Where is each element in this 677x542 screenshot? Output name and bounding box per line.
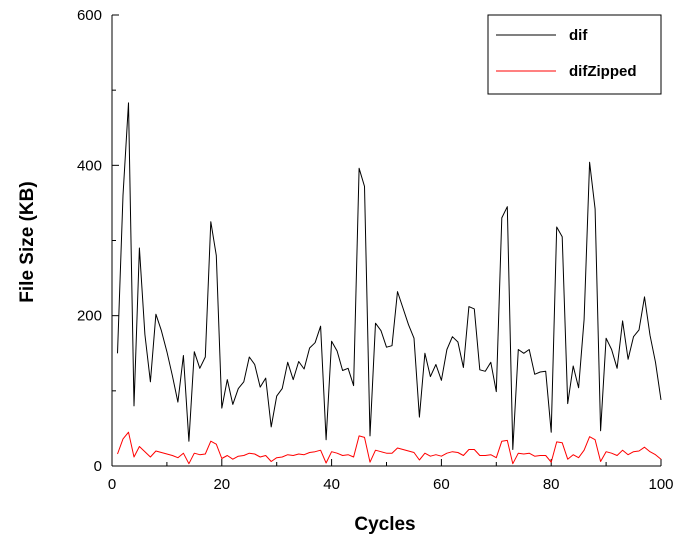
x-tick-label: 60 (433, 476, 450, 493)
x-tick-label: 100 (648, 476, 673, 493)
y-axis-title: File Size (KB) (17, 181, 38, 302)
y-tick-label: 200 (77, 308, 102, 325)
y-tick-label: 0 (94, 458, 102, 475)
plot-area: 0 20 40 60 80 100 0 200 400 600 (77, 7, 674, 493)
y-tick-label: 600 (77, 7, 102, 24)
x-tick-label: 40 (323, 476, 340, 493)
x-tick-label: 20 (213, 476, 230, 493)
y-axis-ticks: 0 200 400 600 (77, 7, 119, 475)
legend-label-dif: dif (569, 27, 588, 44)
x-axis-ticks: 0 20 40 60 80 100 (108, 459, 674, 493)
x-tick-label: 80 (543, 476, 560, 493)
x-axis-title: Cycles (354, 514, 415, 535)
series-line-dif (117, 102, 662, 450)
y-tick-label: 400 (77, 157, 102, 174)
series-layer (117, 102, 662, 465)
legend-box (487, 14, 662, 95)
x-tick-label: 0 (108, 476, 116, 493)
series-line-difzipped (117, 431, 662, 465)
legend: dif difZipped (487, 14, 662, 95)
legend-label-difzipped: difZipped (569, 63, 637, 80)
